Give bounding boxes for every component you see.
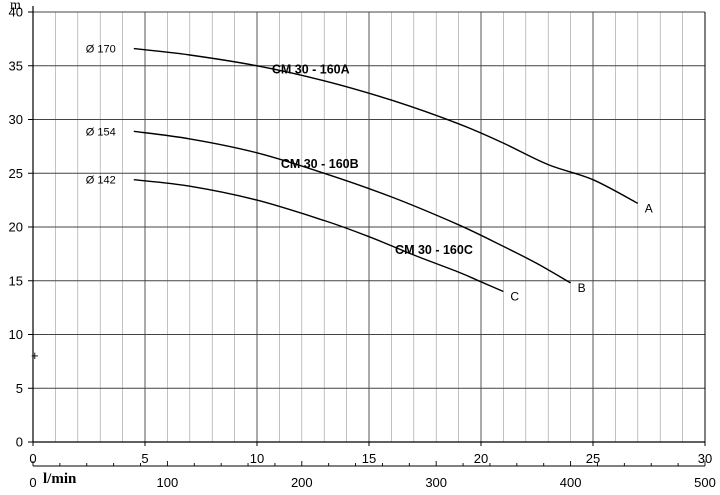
series-curve-b bbox=[133, 130, 571, 284]
curve-end-label-c: C bbox=[510, 290, 519, 304]
series-curve-a bbox=[133, 47, 639, 205]
axes bbox=[28, 6, 706, 467]
curve-end-label-a: A bbox=[645, 201, 653, 215]
x-tick-labels: 0 5 10 15 20 25 30 bbox=[29, 451, 712, 466]
series-curve-c bbox=[133, 179, 504, 293]
x-secondary-tick-labels: 0 100 200 300 400 500 bbox=[29, 475, 715, 490]
y-tick-labels: 0 5 10 15 20 25 30 35 40 bbox=[9, 5, 23, 450]
x-tick-label: 15 bbox=[362, 451, 376, 466]
y-tick-label: 15 bbox=[9, 273, 23, 288]
x-tick-label: 30 bbox=[698, 451, 712, 466]
y-tick-label: 20 bbox=[9, 220, 23, 235]
x-secondary-tick-label: 300 bbox=[425, 475, 447, 490]
y-tick-label: 30 bbox=[9, 112, 23, 127]
x-tick-label: 5 bbox=[141, 451, 148, 466]
series-model-label-c: CM 30 - 160C bbox=[395, 243, 473, 257]
y-tick-label: 10 bbox=[9, 327, 23, 342]
x-tick-label: 0 bbox=[29, 451, 36, 466]
y-axis-unit-label: m bbox=[10, 0, 21, 13]
diameter-label-c: Ø 142 bbox=[86, 175, 116, 187]
series-model-label-a: CM 30 - 160A bbox=[272, 62, 350, 76]
x-secondary-unit-label: l/min bbox=[43, 471, 77, 487]
diameter-label-a: Ø 170 bbox=[86, 44, 116, 56]
y-tick-label: 0 bbox=[16, 435, 23, 450]
x-secondary-tick-label: 500 bbox=[694, 475, 716, 490]
diameter-label-b: Ø 154 bbox=[86, 126, 116, 138]
y-tick-label: 35 bbox=[9, 58, 23, 73]
x-tick-label: 10 bbox=[250, 451, 264, 466]
x-secondary-tick-label: 0 bbox=[29, 475, 36, 490]
x-tick-label: 20 bbox=[474, 451, 488, 466]
y-tick-label: 40 bbox=[9, 5, 23, 20]
grid bbox=[33, 11, 705, 442]
curve-end-label-b: B bbox=[578, 281, 586, 295]
series-model-label-b: CM 30 - 160B bbox=[281, 157, 359, 171]
series-group: Ø 170 A CM 30 - 160A Ø 154 B CM 30 - 160B Ø 14… bbox=[86, 44, 653, 304]
origin-marker: + bbox=[31, 348, 39, 363]
x-tick-label: 25 bbox=[586, 451, 600, 466]
y-tick-label: 5 bbox=[16, 381, 23, 396]
y-tick-label: 25 bbox=[9, 166, 23, 181]
x-secondary-tick-label: 200 bbox=[291, 475, 313, 490]
x-secondary-tick-label: 400 bbox=[560, 475, 582, 490]
x-secondary-tick-label: 100 bbox=[157, 475, 179, 490]
